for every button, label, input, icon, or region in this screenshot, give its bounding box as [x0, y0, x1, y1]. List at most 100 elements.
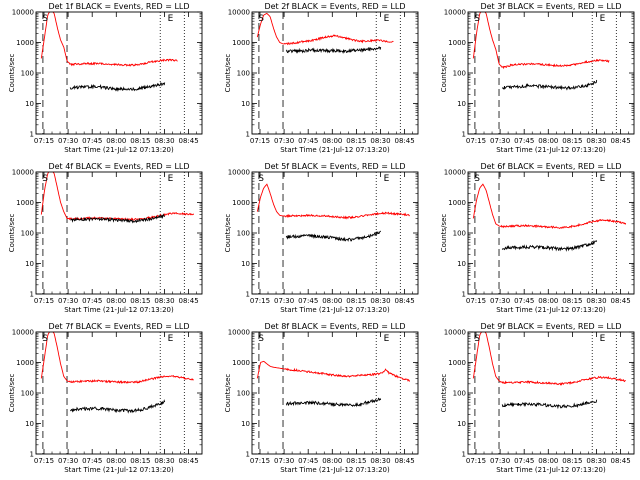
x-tick-label: 08:15 — [130, 297, 150, 305]
marker-S: S — [258, 334, 264, 344]
x-tick-label: 08:30 — [154, 297, 174, 305]
chart-title: Det 7f BLACK = Events, RED = LLD — [48, 322, 189, 331]
y-tick-label: 1 — [246, 451, 250, 459]
y-axis-label: Counts/sec — [8, 374, 16, 413]
marker-E: E — [168, 174, 174, 184]
chart-panel-4: Det 4f BLACK = Events, RED = LLD 1 10 100 10… — [8, 162, 203, 314]
y-tick-label: 10000 — [228, 169, 250, 177]
y-tick-label: 10000 — [12, 169, 34, 177]
y-tick-label: 1 — [30, 451, 34, 459]
chart-panel-6: Det 6f BLACK = Events, RED = LLD 1 10 100 10… — [440, 162, 635, 314]
x-tick-label: 08:45 — [611, 137, 631, 145]
y-axis-label: Counts/sec — [224, 54, 232, 93]
x-tick-label: 07:15 — [250, 457, 270, 465]
lld-series — [256, 183, 410, 220]
chart-panel-1: Det 1f BLACK = Events, RED = LLD 1 10 100 10… — [8, 2, 203, 154]
chart-title: Det 6f BLACK = Events, RED = LLD — [480, 162, 621, 171]
x-tick-label: 08:30 — [586, 457, 606, 465]
plot-frame — [251, 171, 419, 295]
x-tick-label: 07:45 — [514, 457, 534, 465]
x-tick-label: 07:45 — [82, 137, 102, 145]
events-series — [70, 399, 166, 414]
y-axis-label: Counts/sec — [224, 374, 232, 413]
chart-title: Det 8f BLACK = Events, RED = LLD — [264, 322, 405, 331]
x-tick-label: 08:45 — [395, 457, 415, 465]
lld-series — [472, 332, 626, 386]
y-tick-label: 10 — [25, 260, 34, 268]
marker-S: S — [258, 14, 264, 24]
marker-S: S — [258, 174, 264, 184]
y-tick-label: 10000 — [12, 329, 34, 337]
y-tick-label: 10000 — [12, 9, 34, 17]
lld-series — [472, 183, 627, 230]
x-tick-label: 07:30 — [58, 457, 78, 465]
y-tick-label: 1 — [246, 291, 250, 299]
x-tick-label: 08:15 — [562, 457, 582, 465]
y-tick-label: 1000 — [16, 359, 34, 367]
y-axis-label: Counts/sec — [440, 214, 448, 253]
x-tick-label: 08:15 — [130, 457, 150, 465]
y-tick-label: 1 — [30, 131, 34, 139]
x-tick-label: 07:15 — [466, 457, 486, 465]
x-axis-label: Start Time (21-Jul-12 07:13:20) — [280, 146, 390, 154]
x-tick-label: 08:30 — [370, 297, 390, 305]
x-axis-label: Start Time (21-Jul-12 07:13:20) — [496, 146, 606, 154]
x-tick-label: 08:45 — [395, 297, 415, 305]
x-tick-label: 08:00 — [106, 137, 126, 145]
lld-series — [256, 360, 411, 382]
y-tick-label: 100 — [453, 390, 466, 398]
y-tick-label: 10 — [25, 420, 34, 428]
events-series — [501, 79, 598, 91]
y-tick-label: 10 — [457, 260, 466, 268]
lld-series — [40, 332, 194, 385]
x-tick-label: 08:30 — [586, 297, 606, 305]
events-series — [285, 397, 382, 408]
x-tick-label: 08:45 — [611, 297, 631, 305]
x-tick-label: 07:30 — [58, 137, 78, 145]
y-tick-label: 100 — [453, 70, 466, 78]
x-tick-label: 07:15 — [34, 137, 54, 145]
y-tick-label: 1000 — [232, 39, 250, 47]
chart-title: Det 1f BLACK = Events, RED = LLD — [48, 2, 189, 11]
marker-S: S — [474, 174, 480, 184]
plot-frame — [467, 331, 635, 455]
x-tick-label: 07:45 — [298, 297, 318, 305]
marker-E: E — [600, 174, 606, 184]
chart-title: Det 5f BLACK = Events, RED = LLD — [264, 162, 405, 171]
chart-panel-9: Det 9f BLACK = Events, RED = LLD 1 10 100 10… — [440, 322, 635, 474]
x-tick-label: 08:00 — [322, 137, 342, 145]
y-tick-label: 1 — [30, 291, 34, 299]
y-tick-label: 100 — [21, 230, 34, 238]
chart-title: Det 9f BLACK = Events, RED = LLD — [480, 322, 621, 331]
x-tick-label: 08:15 — [346, 297, 366, 305]
y-tick-label: 1 — [462, 451, 466, 459]
y-tick-label: 1 — [462, 131, 466, 139]
marker-E: E — [600, 334, 606, 344]
lld-series — [40, 172, 195, 222]
x-tick-label: 08:15 — [346, 137, 366, 145]
events-series — [501, 399, 598, 410]
x-axis-label: Start Time (21-Jul-12 07:13:20) — [64, 466, 174, 474]
x-tick-label: 08:45 — [395, 137, 415, 145]
y-axis-label: Counts/sec — [440, 54, 448, 93]
events-series — [70, 213, 165, 224]
y-tick-label: 1000 — [16, 39, 34, 47]
y-tick-label: 1000 — [232, 199, 250, 207]
x-tick-label: 07:15 — [466, 137, 486, 145]
chart-panel-2: Det 2f BLACK = Events, RED = LLD 1 10 100 10… — [224, 2, 419, 154]
chart-panel-8: Det 8f BLACK = Events, RED = LLD 1 10 100 10… — [224, 322, 419, 474]
x-tick-label: 08:00 — [322, 457, 342, 465]
events-series — [69, 82, 166, 93]
lld-series — [472, 12, 610, 70]
x-tick-label: 07:30 — [490, 297, 510, 305]
y-tick-label: 10 — [25, 100, 34, 108]
x-tick-label: 08:00 — [538, 297, 558, 305]
y-tick-label: 100 — [453, 230, 466, 238]
x-axis-label: Start Time (21-Jul-12 07:13:20) — [496, 306, 606, 314]
x-tick-label: 08:00 — [106, 457, 126, 465]
y-tick-label: 100 — [21, 390, 34, 398]
marker-E: E — [384, 174, 390, 184]
x-tick-label: 08:30 — [154, 137, 174, 145]
x-tick-label: 08:15 — [562, 297, 582, 305]
